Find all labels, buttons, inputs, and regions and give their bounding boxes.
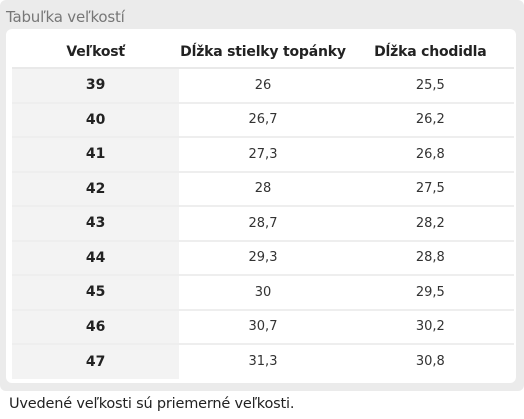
panel-title: Tabuľka veľkostí [6, 8, 125, 26]
cell-size: 39 [12, 68, 180, 103]
table-header-row: Veľkosť Dĺžka stielky topánky Dĺžka chod… [12, 36, 514, 69]
table-row: 43 28,7 28,2 [12, 205, 514, 241]
cell-foot-length: 27,5 [346, 170, 514, 206]
cell-insole-length: 28,7 [179, 205, 347, 241]
header-size: Veľkosť [12, 36, 180, 69]
cell-foot-length: 28,2 [346, 205, 514, 241]
table-row: 40 26,7 26,2 [12, 101, 514, 137]
cell-insole-length: 27,3 [179, 136, 347, 172]
cell-foot-length: 30,8 [346, 343, 514, 379]
cell-insole-length: 29,3 [179, 239, 347, 275]
header-insole-length: Dĺžka stielky topánky [179, 36, 347, 69]
cell-insole-length: 26,7 [179, 101, 347, 137]
cell-size: 43 [12, 205, 180, 241]
size-table-container: Veľkosť Dĺžka stielky topánky Dĺžka chod… [6, 29, 516, 383]
table-row: 42 28 27,5 [12, 170, 514, 206]
cell-foot-length: 29,5 [346, 274, 514, 310]
size-chart-panel: Tabuľka veľkostí Veľkosť Dĺžka stielky t… [0, 0, 524, 391]
header-foot-length: Dĺžka chodidla [346, 36, 514, 69]
cell-insole-length: 30 [179, 274, 347, 310]
cell-insole-length: 28 [179, 170, 347, 206]
table-row: 39 26 25,5 [12, 68, 514, 103]
footnote: Uvedené veľkosti sú priemerné veľkosti. [9, 396, 295, 412]
cell-size: 46 [12, 308, 180, 344]
table-row: 45 30 29,5 [12, 274, 514, 310]
cell-insole-length: 30,7 [179, 308, 347, 344]
cell-size: 44 [12, 239, 180, 275]
cell-foot-length: 25,5 [346, 68, 514, 103]
cell-size: 40 [12, 101, 180, 137]
cell-size: 47 [12, 343, 180, 379]
cell-insole-length: 26 [179, 68, 347, 103]
cell-insole-length: 31,3 [179, 343, 347, 379]
cell-foot-length: 26,2 [346, 101, 514, 137]
cell-foot-length: 30,2 [346, 308, 514, 344]
cell-size: 41 [12, 136, 180, 172]
table-row: 44 29,3 28,8 [12, 239, 514, 275]
cell-size: 42 [12, 170, 180, 206]
cell-foot-length: 26,8 [346, 136, 514, 172]
table-row: 47 31,3 30,8 [12, 343, 514, 379]
cell-size: 45 [12, 274, 180, 310]
size-table: Veľkosť Dĺžka stielky topánky Dĺžka chod… [12, 36, 514, 379]
table-body: 39 26 25,5 40 26,7 26,2 41 27,3 26,8 42 28 27,5 43 28… [12, 68, 514, 379]
table-row: 46 30,7 30,2 [12, 308, 514, 344]
cell-foot-length: 28,8 [346, 239, 514, 275]
table-row: 41 27,3 26,8 [12, 136, 514, 172]
